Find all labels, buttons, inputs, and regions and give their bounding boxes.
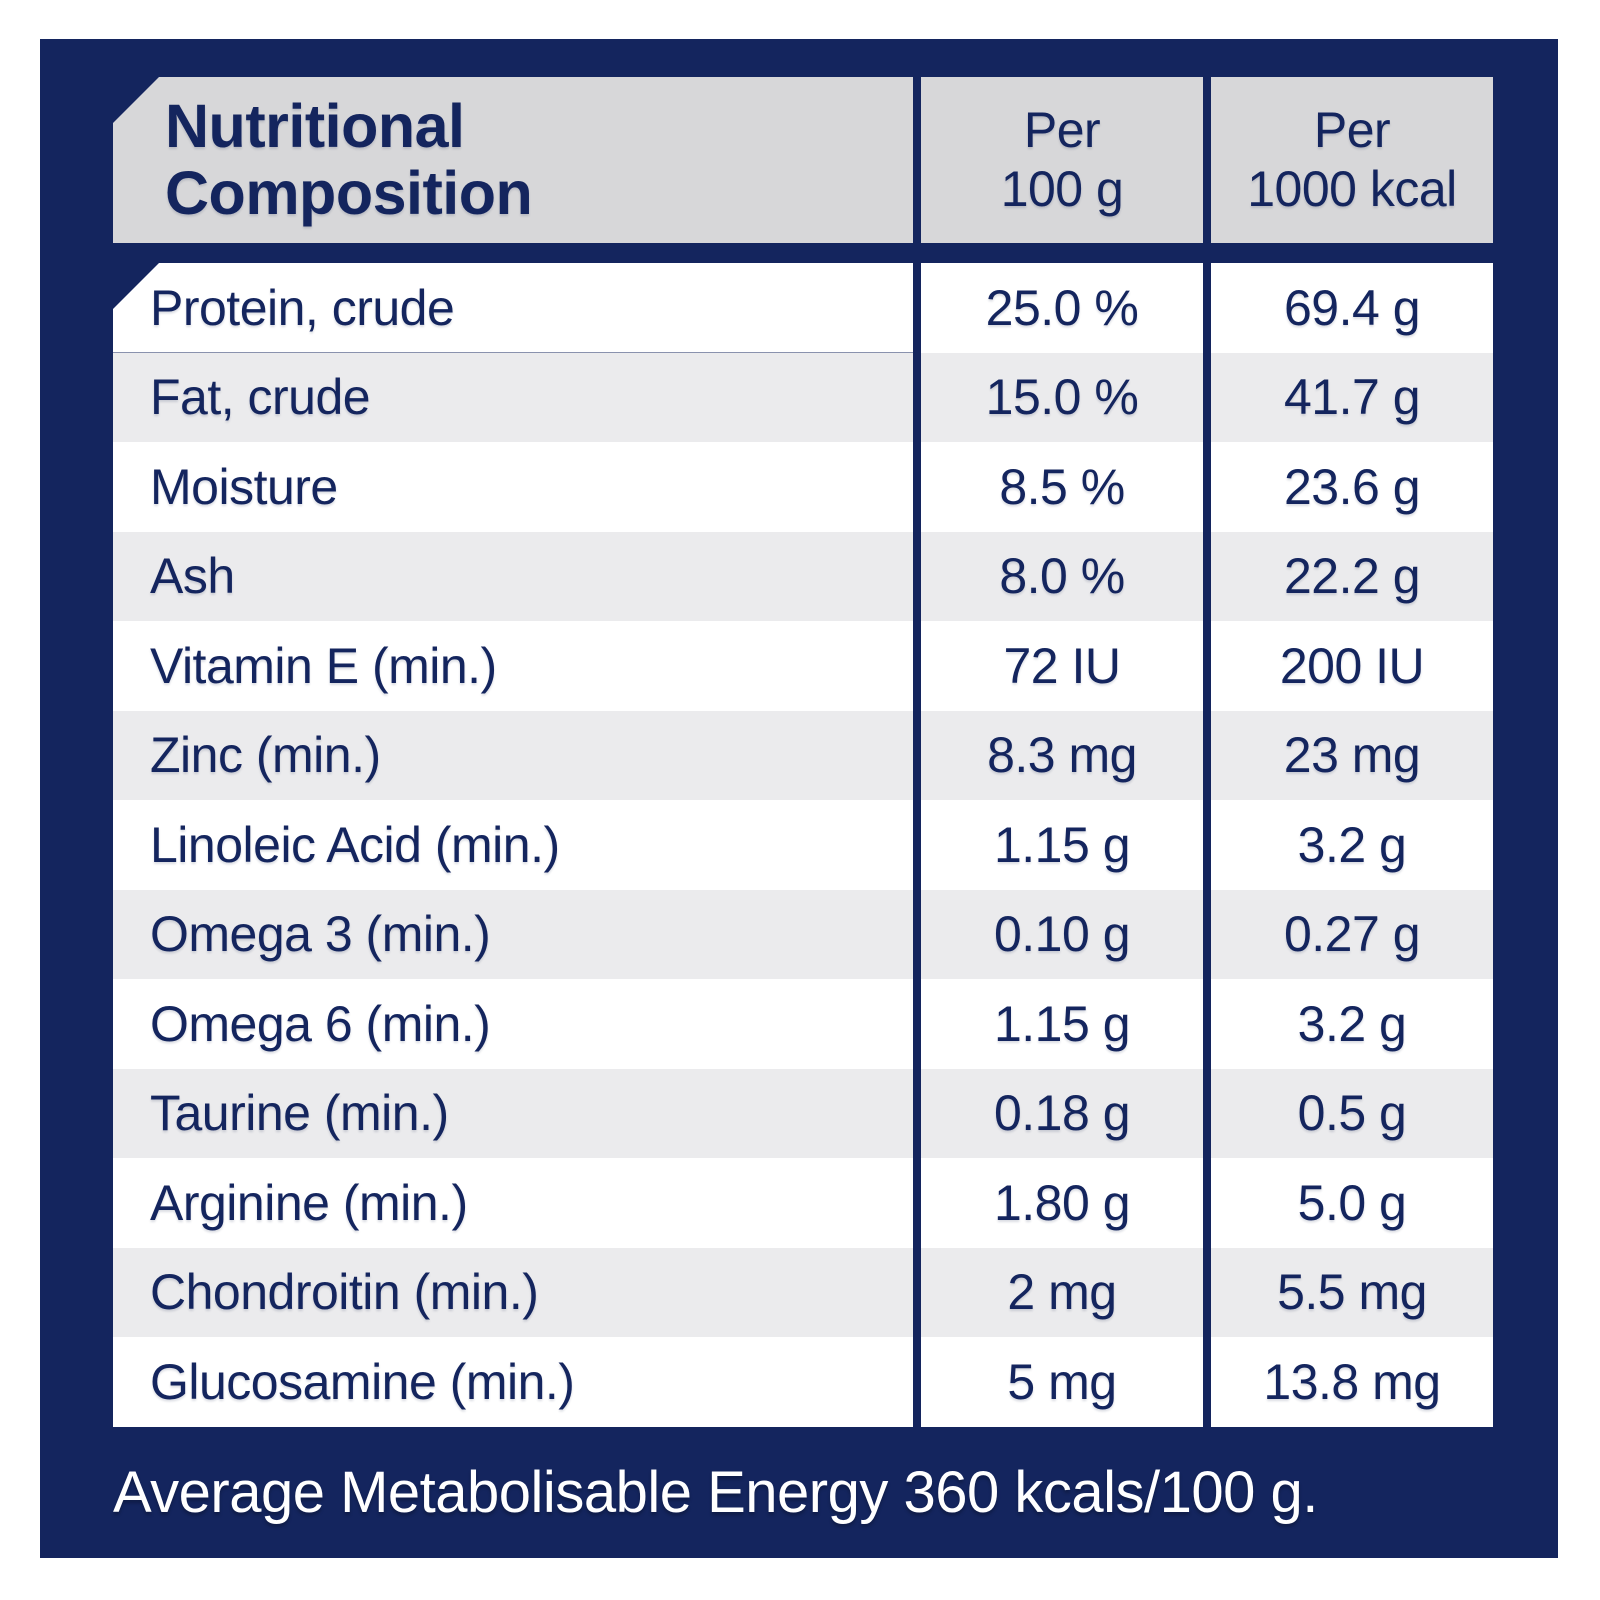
header-title-line1: Nutritional [165, 91, 465, 160]
row-per-1000kcal: 3.2 g [1211, 800, 1493, 890]
header-col-per-1000kcal: Per 1000 kcal [1211, 77, 1493, 243]
row-label: Ash [113, 531, 913, 621]
row-per-1000kcal: 23 mg [1211, 710, 1493, 800]
nutrition-panel: Nutritional Composition Per 100 g Per 10… [40, 39, 1558, 1558]
header-col-per-1000kcal-line2: 1000 kcal [1247, 161, 1457, 217]
row-per-100g: 25.0 % [921, 263, 1203, 353]
header-col-per-100g-line1: Per [1023, 102, 1101, 158]
table-header-row: Nutritional Composition Per 100 g Per 10… [113, 77, 1493, 243]
row-per-1000kcal: 3.2 g [1211, 979, 1493, 1069]
row-per-1000kcal: 5.0 g [1211, 1158, 1493, 1248]
table-row: Protein, crude 25.0 % 69.4 g [113, 263, 1493, 353]
table-row: Arginine (min.) 1.80 g 5.0 g [113, 1158, 1493, 1248]
row-per-100g: 5 mg [921, 1337, 1203, 1427]
row-per-100g: 2 mg [921, 1247, 1203, 1337]
row-per-100g: 1.15 g [921, 979, 1203, 1069]
row-per-100g: 15.0 % [921, 352, 1203, 442]
row-per-1000kcal: 5.5 mg [1211, 1247, 1493, 1337]
row-label: Vitamin E (min.) [113, 621, 913, 711]
header-col-per-100g-line2: 100 g [1000, 161, 1124, 217]
row-per-1000kcal: 200 IU [1211, 621, 1493, 711]
row-per-100g: 0.10 g [921, 889, 1203, 979]
row-label: Zinc (min.) [113, 710, 913, 800]
table-body: Protein, crude 25.0 % 69.4 g Fat, crude … [113, 263, 1493, 1427]
table-row: Fat, crude 15.0 % 41.7 g [113, 352, 1493, 442]
row-per-1000kcal: 41.7 g [1211, 352, 1493, 442]
row-per-100g: 72 IU [921, 621, 1203, 711]
row-label: Omega 6 (min.) [113, 979, 913, 1069]
table-row: Vitamin E (min.) 72 IU 200 IU [113, 621, 1493, 711]
header-col-per-1000kcal-line1: Per [1313, 102, 1391, 158]
row-per-100g: 0.18 g [921, 1068, 1203, 1158]
nutrition-table: Nutritional Composition Per 100 g Per 10… [113, 77, 1493, 1427]
table-row: Ash 8.0 % 22.2 g [113, 531, 1493, 621]
table-row: Zinc (min.) 8.3 mg 23 mg [113, 710, 1493, 800]
row-label: Omega 3 (min.) [113, 889, 913, 979]
row-label: Protein, crude [113, 263, 913, 353]
row-label: Arginine (min.) [113, 1158, 913, 1248]
row-per-100g: 1.80 g [921, 1158, 1203, 1248]
row-per-100g: 1.15 g [921, 800, 1203, 890]
header-col-per-100g: Per 100 g [921, 77, 1203, 243]
table-row: Linoleic Acid (min.) 1.15 g 3.2 g [113, 800, 1493, 890]
table-row: Omega 3 (min.) 0.10 g 0.27 g [113, 889, 1493, 979]
row-per-1000kcal: 13.8 mg [1211, 1337, 1493, 1427]
row-per-1000kcal: 0.27 g [1211, 889, 1493, 979]
row-per-1000kcal: 69.4 g [1211, 263, 1493, 353]
row-label: Chondroitin (min.) [113, 1247, 913, 1337]
header-title-cell: Nutritional Composition [113, 77, 913, 243]
row-label: Taurine (min.) [113, 1068, 913, 1158]
row-label: Linoleic Acid (min.) [113, 800, 913, 890]
row-label: Fat, crude [113, 352, 913, 442]
table-row: Chondroitin (min.) 2 mg 5.5 mg [113, 1247, 1493, 1337]
row-per-100g: 8.5 % [921, 442, 1203, 532]
table-row: Taurine (min.) 0.18 g 0.5 g [113, 1068, 1493, 1158]
row-per-100g: 8.3 mg [921, 710, 1203, 800]
table-row: Glucosamine (min.) 5 mg 13.8 mg [113, 1337, 1493, 1427]
average-energy-text: Average Metabolisable Energy 360 kcals/1… [113, 1459, 1318, 1525]
row-per-1000kcal: 22.2 g [1211, 531, 1493, 621]
row-label: Glucosamine (min.) [113, 1337, 913, 1427]
row-per-1000kcal: 0.5 g [1211, 1068, 1493, 1158]
average-energy-footer: Average Metabolisable Energy 360 kcals/1… [40, 1427, 1558, 1559]
table-row: Moisture 8.5 % 23.6 g [113, 442, 1493, 532]
row-per-1000kcal: 23.6 g [1211, 442, 1493, 532]
row-per-100g: 8.0 % [921, 531, 1203, 621]
row-label: Moisture [113, 442, 913, 532]
header-title-line2: Composition [165, 159, 533, 227]
table-row: Omega 6 (min.) 1.15 g 3.2 g [113, 979, 1493, 1069]
